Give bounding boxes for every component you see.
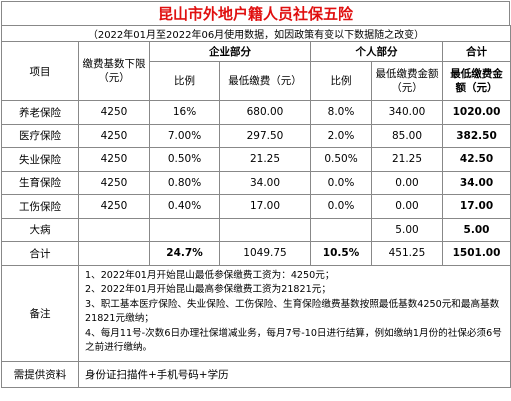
row-company-fee xyxy=(219,217,311,242)
row-personal-ratio: 0.0% xyxy=(310,170,372,195)
page-title: 昆山市外地户籍人员社保五险 xyxy=(1,1,510,25)
row-company-ratio: 7.00% xyxy=(149,123,220,148)
row-company-fee: 680.00 xyxy=(219,100,311,125)
table-row: 失业保险 4250 0.50% 21.25 0.50% 21.25 42.50 xyxy=(1,147,511,172)
note-line: 1、2022年01月开始昆山最低参保缴费工资为：4250元； xyxy=(85,269,335,281)
sum-row: 合计 24.7% 1049.75 10.5% 451.25 1501.00 xyxy=(1,241,511,266)
requirements-label: 需提供资料 xyxy=(1,360,79,388)
sum-company-fee: 1049.75 xyxy=(219,241,311,266)
sum-personal-ratio: 10.5% xyxy=(310,241,372,266)
row-personal-ratio: 2.0% xyxy=(310,123,372,148)
row-company-fee: 21.25 xyxy=(219,147,311,172)
row-company-ratio: 0.40% xyxy=(149,194,220,219)
row-base xyxy=(78,217,150,242)
row-company-ratio: 0.80% xyxy=(149,170,220,195)
row-base: 4250 xyxy=(78,123,150,148)
sum-label: 合计 xyxy=(1,241,79,266)
insurance-table: （2022年01月至2022年06月使用数据，如因政策有变以下数据随之改变） 项… xyxy=(0,25,511,388)
note-line: 2、2022年01月开始昆山最高参保缴费工资为21821元； xyxy=(85,284,331,296)
table-row: 养老保险 4250 16% 680.00 8.0% 340.00 1020.00 xyxy=(1,100,511,125)
row-personal-ratio xyxy=(310,217,372,242)
row-name: 工伤保险 xyxy=(1,194,79,219)
row-base: 4250 xyxy=(78,147,150,172)
row-company-ratio xyxy=(149,217,220,242)
header-personal: 个人部分 xyxy=(310,41,443,62)
row-name: 医疗保险 xyxy=(1,123,79,148)
note-line: 3、职工基本医疗保险、失业保险、工伤保险、生育保险缴费基数按照最低基数4250元… xyxy=(85,298,500,325)
row-total: 34.00 xyxy=(441,170,511,195)
row-base: 4250 xyxy=(78,170,150,195)
header-company: 企业部分 xyxy=(149,41,311,62)
row-total: 17.00 xyxy=(441,194,511,219)
notes-label: 备注 xyxy=(1,264,79,362)
row-personal-fee: 340.00 xyxy=(371,100,443,125)
subtitle: （2022年01月至2022年06月使用数据，如因政策有变以下数据随之改变） xyxy=(0,25,511,42)
row-personal-ratio: 0.0% xyxy=(310,194,372,219)
row-company-fee: 34.00 xyxy=(219,170,311,195)
row-company-ratio: 0.50% xyxy=(149,147,220,172)
row-total: 5.00 xyxy=(441,217,511,242)
notes-content: 1、2022年01月开始昆山最低参保缴费工资为：4250元； 2、2022年01… xyxy=(77,264,511,362)
row-name: 生育保险 xyxy=(1,170,79,195)
row-personal-fee: 85.00 xyxy=(371,123,443,148)
row-base: 4250 xyxy=(78,194,150,219)
row-company-fee: 297.50 xyxy=(219,123,311,148)
row-total: 1020.00 xyxy=(441,100,511,125)
row-base: 4250 xyxy=(78,100,150,125)
header-company-ratio: 比例 xyxy=(149,61,220,101)
note-line: 4、每月11号-次数6日办理社保增减业务，每月7号-10日进行结算，例如缴纳1月… xyxy=(85,327,502,354)
requirements-value: 身份证扫描件+手机号码+学历 xyxy=(77,360,511,388)
header-company-min-fee: 最低缴费（元） xyxy=(219,61,311,101)
table-row: 大病 5.00 5.00 xyxy=(1,217,511,242)
header-personal-min-fee: 最低缴费金额（元） xyxy=(371,61,443,101)
row-name: 大病 xyxy=(1,217,79,242)
row-personal-fee: 21.25 xyxy=(371,147,443,172)
row-personal-fee: 0.00 xyxy=(371,170,443,195)
header-total-min-fee: 最低缴费金额（元） xyxy=(441,61,511,101)
table-row: 工伤保险 4250 0.40% 17.00 0.0% 0.00 17.00 xyxy=(1,194,511,219)
header-base: 缴费基数下限（元） xyxy=(78,41,150,101)
header-personal-ratio: 比例 xyxy=(310,61,372,101)
row-total: 382.50 xyxy=(441,123,511,148)
header-item: 项目 xyxy=(1,41,79,101)
row-personal-fee: 5.00 xyxy=(371,217,443,242)
row-total: 42.50 xyxy=(441,147,511,172)
row-company-ratio: 16% xyxy=(149,100,220,125)
row-name: 失业保险 xyxy=(1,147,79,172)
header-total: 合计 xyxy=(441,41,511,62)
row-personal-ratio: 8.0% xyxy=(310,100,372,125)
table-row: 生育保险 4250 0.80% 34.00 0.0% 0.00 34.00 xyxy=(1,170,511,195)
row-personal-fee: 0.00 xyxy=(371,194,443,219)
sum-company-ratio: 24.7% xyxy=(149,241,220,266)
sum-total: 1501.00 xyxy=(441,241,511,266)
row-name: 养老保险 xyxy=(1,100,79,125)
sum-personal-fee: 451.25 xyxy=(371,241,443,266)
row-personal-ratio: 0.50% xyxy=(310,147,372,172)
table-row: 医疗保险 4250 7.00% 297.50 2.0% 85.00 382.50 xyxy=(1,123,511,148)
sum-base xyxy=(78,241,150,266)
row-company-fee: 17.00 xyxy=(219,194,311,219)
